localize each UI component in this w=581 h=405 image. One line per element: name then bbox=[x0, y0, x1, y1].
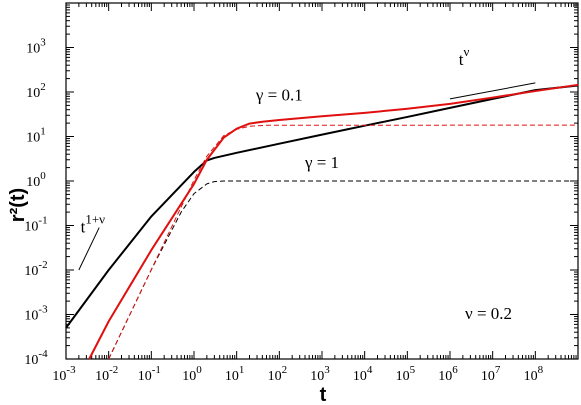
x-tick-label: 100 bbox=[182, 364, 202, 384]
red-solid-series bbox=[88, 83, 579, 360]
x-tick-label: 104 bbox=[353, 364, 373, 384]
guide-label-t1nu: t1+ν bbox=[81, 211, 106, 236]
y-axis-label: r²(t) bbox=[7, 188, 29, 222]
annotation-gamma-01: γ = 0.1 bbox=[255, 85, 303, 104]
guide-lines bbox=[78, 82, 536, 271]
red-dashed-series bbox=[108, 124, 579, 360]
y-tick-label: 102 bbox=[26, 81, 46, 101]
black-dashed-series bbox=[108, 180, 578, 360]
x-tick-label: 10-3 bbox=[52, 364, 76, 384]
y-tick-label: 100 bbox=[26, 170, 46, 190]
x-tick-label: 103 bbox=[310, 364, 330, 384]
y-tick-label: 10-2 bbox=[24, 259, 47, 279]
x-tick-label: 106 bbox=[438, 364, 458, 384]
x-tick-label: 105 bbox=[396, 364, 416, 384]
x-tick-label: 102 bbox=[268, 364, 288, 384]
x-axis-label: t bbox=[320, 384, 327, 405]
x-tick-label: 107 bbox=[481, 364, 501, 384]
tick-labels: 10-3 10-2 10-1 100 101 102 103 104 105 106 107 108 1… bbox=[24, 37, 543, 385]
x-tick-label: 10-1 bbox=[138, 364, 161, 384]
series-layer bbox=[65, 83, 579, 360]
guide-label-tnu: tν bbox=[459, 44, 470, 69]
y-tick-label: 103 bbox=[26, 37, 46, 57]
x-tick-label: 101 bbox=[225, 364, 245, 384]
guide-line-t1nu bbox=[78, 227, 100, 271]
y-tick-label: 10-3 bbox=[24, 304, 48, 324]
x-tick-label: 10-2 bbox=[95, 364, 118, 384]
annotation-nu: ν = 0.2 bbox=[465, 304, 512, 323]
guide-line-tnu bbox=[449, 82, 536, 100]
annotations: γ = 0.1 γ = 1 ν = 0.2 t1+ν tν bbox=[81, 44, 512, 323]
x-tick-label: 108 bbox=[524, 364, 544, 384]
y-tick-label: 101 bbox=[26, 126, 46, 146]
y-tick-label: 10-1 bbox=[24, 215, 47, 235]
black-solid-series bbox=[65, 84, 579, 329]
axis-ticks bbox=[65, 2, 579, 360]
y-tick-label: 10-4 bbox=[24, 348, 48, 368]
annotation-gamma-1: γ = 1 bbox=[304, 153, 339, 172]
